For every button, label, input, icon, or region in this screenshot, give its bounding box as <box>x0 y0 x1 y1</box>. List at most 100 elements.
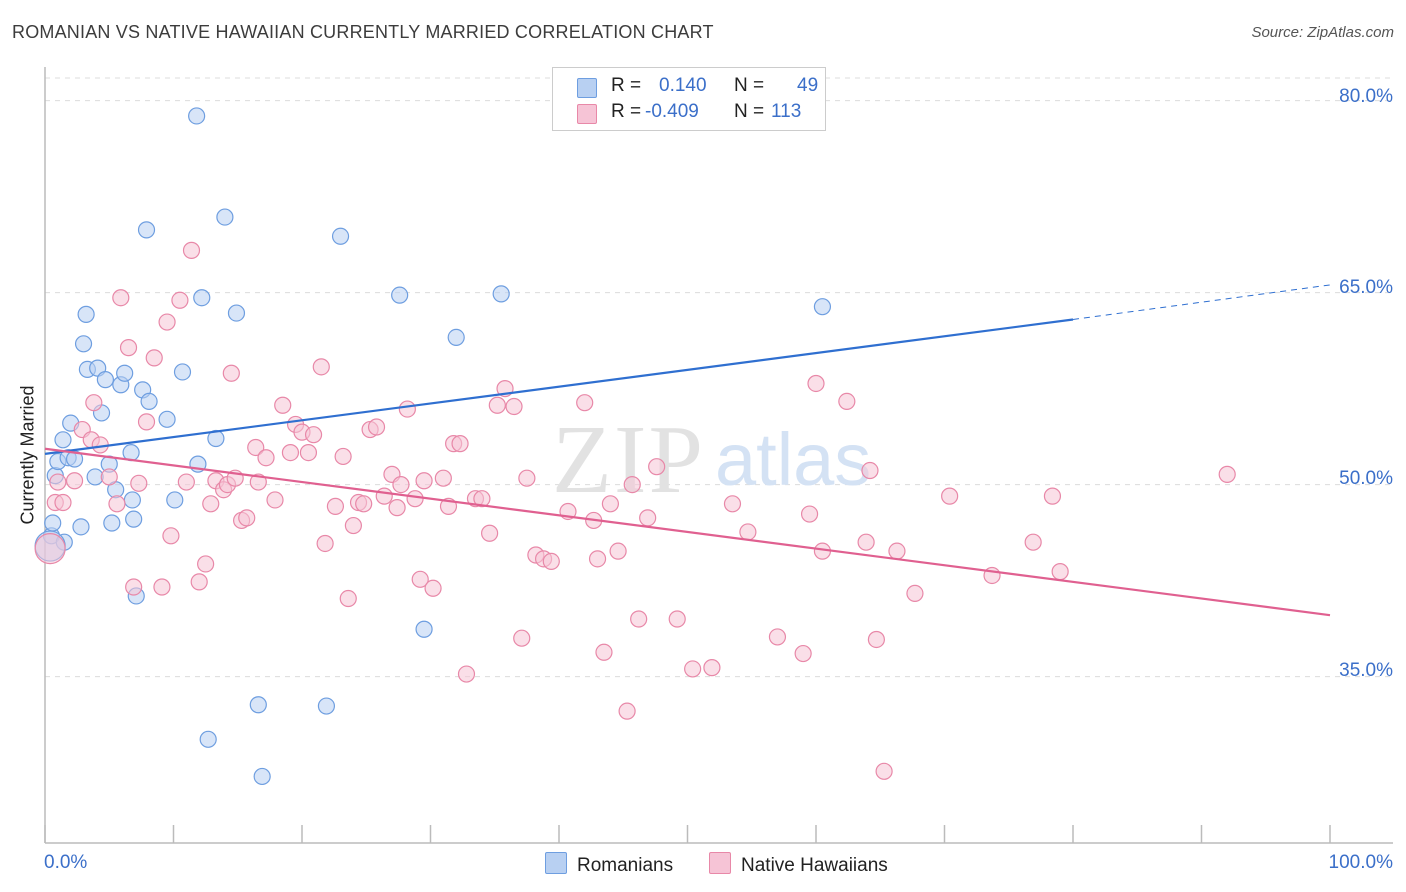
native-hawaiian-point <box>906 584 924 603</box>
romanian-point <box>216 208 234 226</box>
native-hawaiian-point <box>266 491 284 509</box>
romanian-point <box>188 107 206 125</box>
native-hawaiian-point <box>375 487 393 505</box>
native-hawaiian-point <box>304 426 323 444</box>
stats-legend: R = 0.140 N = 49 R = -0.409 N = 113 <box>552 67 826 131</box>
native-hawaiian-point <box>190 573 208 591</box>
romanian-point <box>331 227 350 245</box>
native-hawaiian-point <box>601 495 620 513</box>
native-hawaiian-point <box>158 313 176 331</box>
native-hawaiian-point <box>326 497 345 515</box>
native-hawaiian-point <box>451 435 469 453</box>
native-hawaiian-point <box>723 495 742 513</box>
native-hawaiian-point <box>49 473 67 491</box>
native-hawaiian-point <box>197 555 215 573</box>
romanian-point <box>103 514 121 532</box>
native-hawaiian-point <box>1043 487 1062 505</box>
y-axis-label: Currently Married <box>17 385 38 525</box>
native-hawaiian-point <box>112 289 130 307</box>
data-points <box>34 107 1236 786</box>
native-hawaiian-point <box>312 358 330 376</box>
native-hawaiian-point <box>807 374 825 393</box>
legend-n-label: N = <box>734 75 765 96</box>
native-hawaiian-point <box>576 394 594 412</box>
romanian-point <box>813 298 832 316</box>
native-hawaiian-point <box>339 589 357 608</box>
native-hawaiian-point <box>85 394 103 412</box>
native-hawaiian-point <box>518 469 536 487</box>
romanian-point <box>173 363 192 381</box>
legend-swatch-pink <box>577 104 597 124</box>
native-hawaiian-point <box>125 578 143 596</box>
native-hawaiian-point <box>411 570 429 588</box>
axes <box>44 67 1393 844</box>
native-hawaiian-point <box>355 495 373 513</box>
native-hawaiian-point <box>202 495 220 513</box>
legend-n-value: 113 <box>771 101 802 122</box>
native-hawaiian-point <box>388 499 406 517</box>
native-hawaiian-point <box>648 458 666 476</box>
native-hawaiian-point <box>257 449 275 467</box>
romanian-point <box>54 431 72 449</box>
native-hawaiians-trend-line <box>44 447 1331 617</box>
native-hawaiian-point <box>424 579 442 597</box>
romanian-point <box>44 514 62 532</box>
romanian-point <box>140 392 158 410</box>
y-tick-50: 50.0% <box>1339 468 1393 489</box>
native-hawaiian-point <box>941 487 959 505</box>
native-hawaiian-point <box>392 476 410 494</box>
native-hawaiian-point <box>623 476 641 494</box>
watermark-atlas: atlas <box>715 418 871 501</box>
legend-n-label: N = <box>734 101 765 122</box>
native-hawaiian-point <box>684 660 702 678</box>
native-hawaiian-point <box>473 490 491 508</box>
native-hawaiian-point <box>406 490 424 508</box>
native-hawaiian-point <box>344 516 362 535</box>
native-hawaiian-point <box>867 630 885 649</box>
native-hawaiian-point <box>119 339 138 357</box>
native-hawaiian-point <box>171 291 189 309</box>
native-hawaiian-point <box>513 629 531 647</box>
native-hawaiian-point <box>415 472 433 490</box>
native-hawaiian-point <box>542 552 560 571</box>
native-hawaiian-point <box>108 495 126 513</box>
romanians-trend-line <box>44 318 1074 455</box>
source-label: Source: ZipAtlas.com <box>1251 24 1394 41</box>
x-tick-max: 100.0% <box>1328 852 1393 873</box>
native-hawaiian-point <box>875 762 893 780</box>
romanian-point <box>158 410 176 428</box>
native-hawaiian-point <box>316 534 334 553</box>
romanian-point <box>249 696 267 714</box>
y-tick-80: 80.0% <box>1339 86 1393 107</box>
romanian-point <box>166 491 184 509</box>
native-hawaiian-point <box>145 349 163 367</box>
native-hawaiian-point <box>162 527 180 545</box>
native-hawaiian-point <box>703 659 721 677</box>
native-hawaiian-point <box>274 396 292 414</box>
native-hawaiian-point <box>668 610 686 628</box>
romanian-point <box>193 289 211 307</box>
romanian-point <box>125 510 143 528</box>
romanian-point <box>96 371 114 389</box>
native-hawaiian-point <box>639 509 657 527</box>
native-hawaiian-point <box>137 413 156 431</box>
romanian-point <box>253 767 271 786</box>
native-hawaiian-point <box>54 493 72 512</box>
romanian-point <box>317 697 336 715</box>
romanian-point <box>77 305 95 323</box>
y-tick-65: 65.0% <box>1339 277 1393 298</box>
native-hawaiian-point <box>861 461 879 480</box>
romanians-trend-extension <box>1072 284 1331 320</box>
native-hawaiian-point <box>794 644 812 663</box>
native-hawaiian-point <box>857 533 875 551</box>
romanian-point <box>116 364 134 382</box>
native-hawaiian-point <box>398 400 416 418</box>
native-hawaiian-point <box>488 396 506 414</box>
legend-r-value: 0.140 <box>659 75 707 96</box>
romanian-point <box>123 491 141 509</box>
romanian-point <box>391 286 409 304</box>
watermark-zip: ZIP <box>552 406 705 514</box>
native-hawaiian-point <box>238 509 256 527</box>
native-hawaiian-point <box>130 474 148 492</box>
